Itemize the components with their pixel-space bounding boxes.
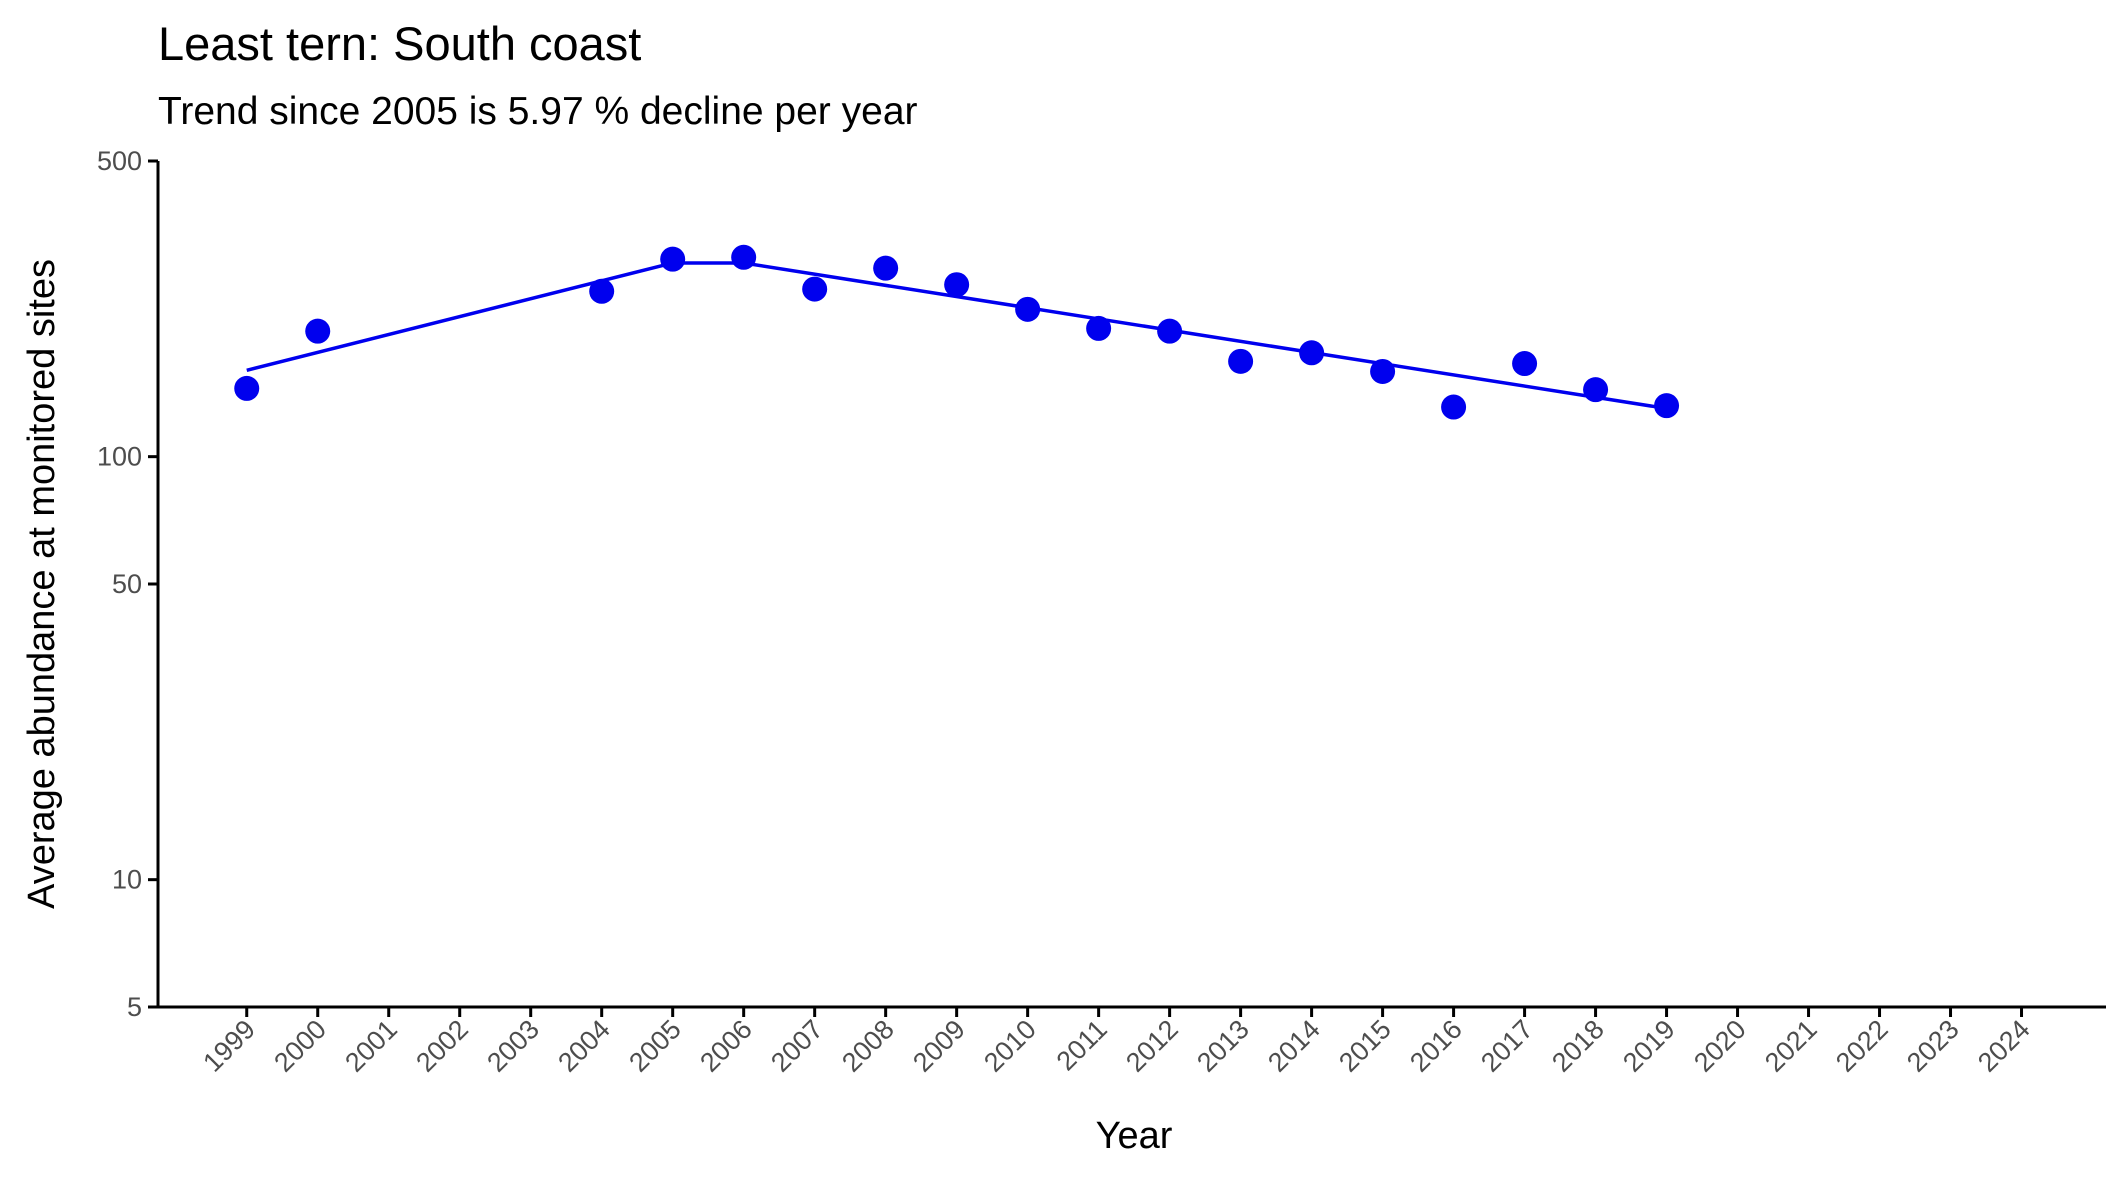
data-point [305,318,331,344]
y-axis-title: Average abundance at monitored sites [21,259,63,909]
data-point [1654,393,1680,419]
data-point [873,255,899,281]
data-point [1299,340,1325,366]
data-point [589,278,615,304]
data-point [660,246,686,272]
y-tick-label: 5 [127,992,142,1022]
data-point [1583,377,1609,403]
data-point [1228,348,1254,374]
data-point [944,272,970,298]
x-axis-title: Year [1096,1115,1173,1157]
y-tick-label: 10 [112,865,142,895]
data-point [1086,315,1112,341]
y-tick-label: 500 [97,146,142,176]
data-point [1015,296,1041,322]
chart-subtitle: Trend since 2005 is 5.97 % decline per y… [158,90,918,133]
y-tick-label: 50 [112,569,142,599]
data-point [802,276,828,302]
data-point [1157,318,1183,344]
data-point [234,375,260,401]
chart-title: Least tern: South coast [158,17,641,70]
trend-line [246,261,1667,411]
data-point [1370,358,1396,384]
y-tick-label: 100 [97,442,142,472]
data-point [1512,351,1538,377]
data-point [1441,394,1467,420]
data-point [731,244,757,270]
